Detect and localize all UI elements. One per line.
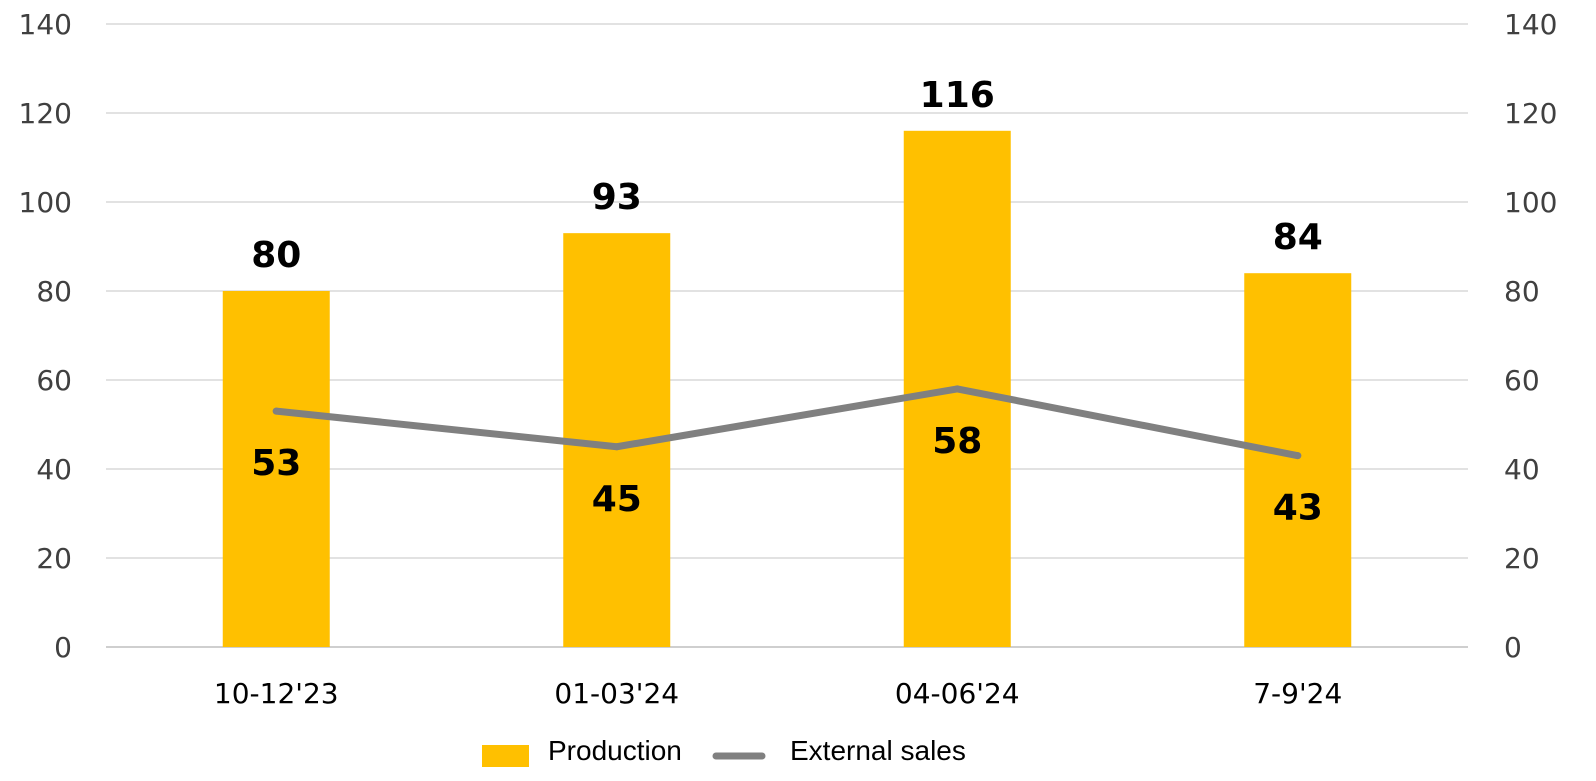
external-sales-point — [953, 385, 961, 393]
production-data-label: 116 — [920, 75, 995, 116]
y-axis-right: 0 20 40 60 80 100 120 140 — [1504, 8, 1557, 664]
y-tick-label: 0 — [54, 631, 72, 664]
production-data-label: 84 — [1273, 217, 1323, 258]
external-sales-series-line — [272, 385, 1302, 460]
y-tick-label: 40 — [36, 453, 72, 486]
y2-tick-label: 100 — [1504, 186, 1557, 219]
production-data-label: 80 — [251, 235, 301, 276]
production-data-label: 93 — [592, 177, 642, 218]
production-bars — [222, 130, 1352, 648]
production-bar — [1244, 273, 1352, 647]
y2-tick-label: 140 — [1504, 8, 1557, 41]
external-sales-data-label: 58 — [932, 421, 982, 462]
y2-tick-label: 40 — [1504, 453, 1540, 486]
x-tick-label: 7-9'24 — [1253, 677, 1342, 710]
data-labels: 80 93 116 84 53 45 58 43 — [251, 75, 1323, 529]
external-sales-data-label: 43 — [1273, 488, 1323, 529]
legend-production-label: Production — [548, 735, 682, 766]
y-axis-left: 0 20 40 60 80 100 120 140 — [19, 8, 72, 664]
y-tick-label: 60 — [36, 364, 72, 397]
y-tick-label: 100 — [19, 186, 72, 219]
x-tick-label: 01-03'24 — [554, 677, 679, 710]
y-tick-label: 20 — [36, 542, 72, 575]
x-tick-label: 10-12'23 — [214, 677, 339, 710]
external-sales-point — [613, 443, 621, 451]
y2-tick-label: 120 — [1504, 97, 1557, 130]
external-sales-line — [272, 385, 1302, 460]
y-tick-label: 140 — [19, 8, 72, 41]
x-axis: 10-12'23 01-03'24 04-06'24 7-9'24 — [214, 677, 1342, 710]
external-sales-data-label: 53 — [251, 443, 301, 484]
y2-tick-label: 0 — [1504, 631, 1522, 664]
y-tick-label: 80 — [36, 275, 72, 308]
legend: Production External sales — [482, 735, 966, 767]
legend-external-sales-label: External sales — [790, 735, 966, 766]
legend-production-swatch — [482, 745, 529, 767]
x-tick-label: 04-06'24 — [895, 677, 1020, 710]
external-sales-point — [1294, 452, 1302, 460]
y2-tick-label: 60 — [1504, 364, 1540, 397]
y2-tick-label: 20 — [1504, 542, 1540, 575]
external-sales-data-label: 45 — [592, 479, 642, 520]
gridlines — [106, 23, 1468, 648]
y2-tick-label: 80 — [1504, 275, 1540, 308]
y-tick-label: 120 — [19, 97, 72, 130]
production-bar — [222, 291, 330, 647]
external-sales-point — [272, 407, 280, 415]
